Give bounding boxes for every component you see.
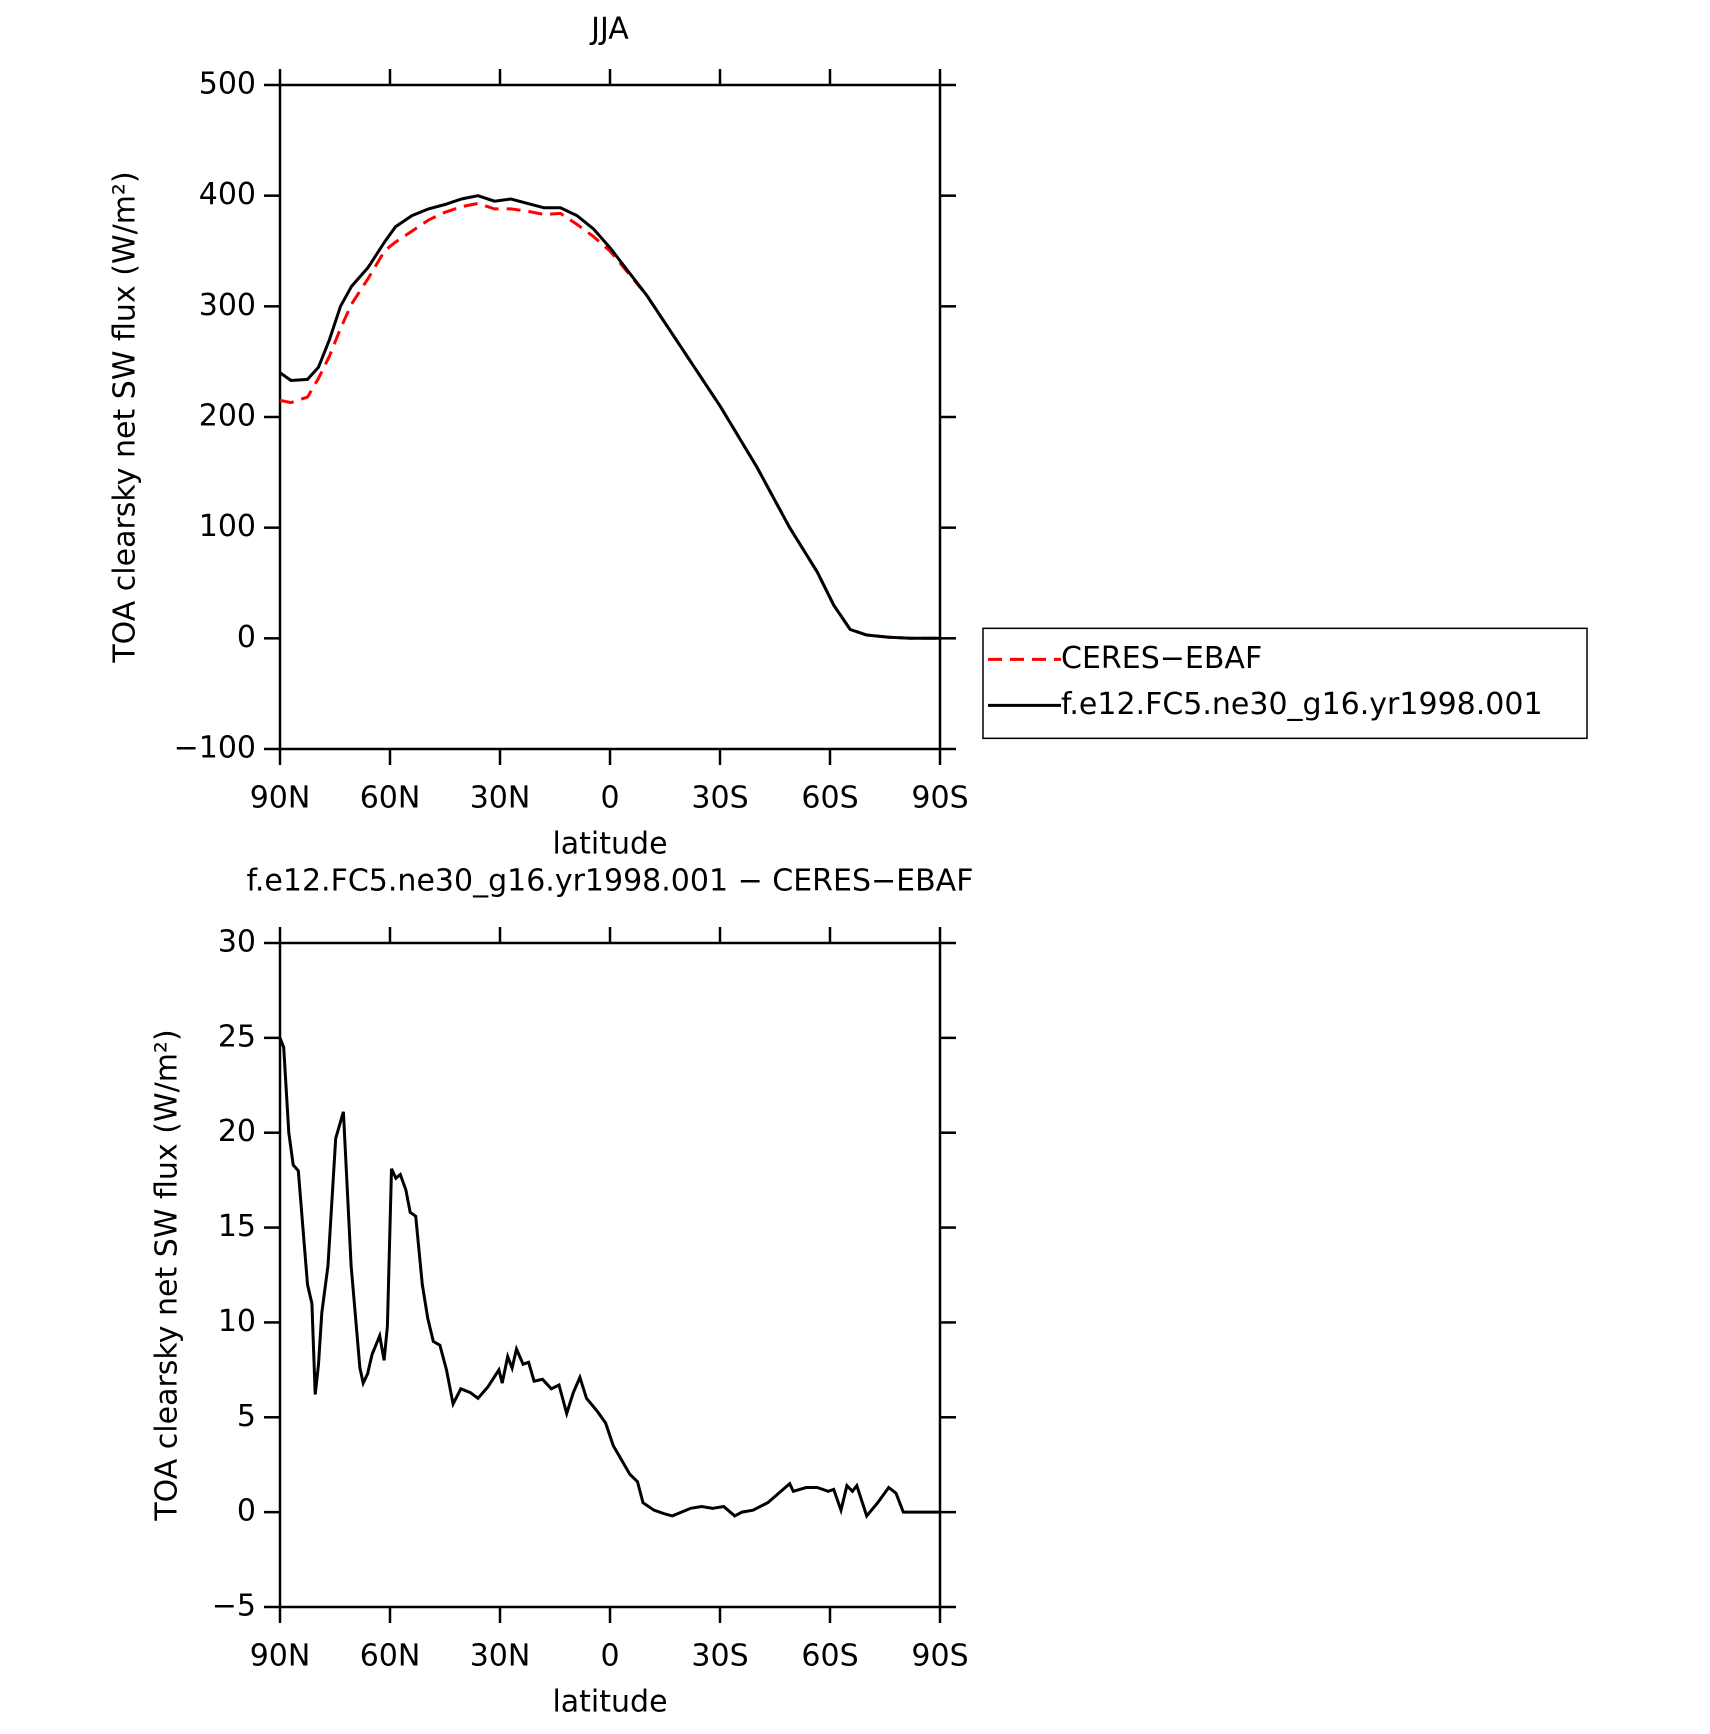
- x-tick-label: 60N: [360, 781, 421, 816]
- chart-title: JJA: [589, 12, 629, 47]
- x-tick-label: 0: [600, 1639, 619, 1674]
- x-tick-label: 90N: [250, 781, 311, 816]
- y-tick-label: 30: [218, 925, 256, 960]
- y-axis-label: TOA clearsky net SW flux (W/m²): [108, 171, 143, 663]
- y-tick-label: 0: [237, 620, 256, 655]
- y-tick-label: 500: [199, 67, 256, 102]
- x-axis-label: latitude: [552, 827, 667, 862]
- y-tick-label: 300: [199, 288, 256, 323]
- x-tick-label: 30S: [691, 781, 748, 816]
- y-tick-label: 20: [218, 1114, 256, 1149]
- x-tick-label: 90S: [911, 1639, 968, 1674]
- legend-box: [982, 627, 1588, 740]
- legend-label: f.e12.FC5.ne30_g16.yr1998.001: [1061, 687, 1543, 722]
- y-tick-label: 100: [199, 509, 256, 544]
- y-tick-label: 5: [237, 1399, 256, 1434]
- x-tick-label: 30N: [470, 1639, 531, 1674]
- legend-label: CERES−EBAF: [1061, 641, 1262, 676]
- y-tick-label: 200: [199, 399, 256, 434]
- y-tick-label: 10: [218, 1304, 256, 1339]
- x-tick-label: 90N: [250, 1639, 311, 1674]
- y-tick-label: 15: [218, 1209, 256, 1244]
- x-tick-label: 30N: [470, 781, 531, 816]
- x-tick-label: 0: [600, 781, 619, 816]
- y-tick-label: 25: [218, 1019, 256, 1054]
- data-line: [278, 1037, 940, 1519]
- chart-title: f.e12.FC5.ne30_g16.yr1998.001 − CERES−EB…: [247, 864, 974, 899]
- x-tick-label: 60S: [801, 781, 858, 816]
- x-tick-label: 30S: [691, 1639, 748, 1674]
- x-tick-label: 60N: [360, 1639, 421, 1674]
- data-line: [279, 194, 940, 640]
- x-tick-label: 60S: [801, 1639, 858, 1674]
- y-axis-label: TOA clearsky net SW flux (W/m²): [150, 1029, 185, 1521]
- y-tick-label: 0: [237, 1494, 256, 1529]
- y-tick-label: −100: [174, 731, 256, 766]
- plot-frame: [278, 83, 942, 751]
- x-axis-label: latitude: [552, 1685, 667, 1720]
- plot-frame: [278, 941, 942, 1609]
- data-line: [279, 201, 940, 640]
- y-tick-label: 400: [199, 177, 256, 212]
- x-tick-label: 90S: [911, 781, 968, 816]
- y-tick-label: −5: [212, 1589, 256, 1624]
